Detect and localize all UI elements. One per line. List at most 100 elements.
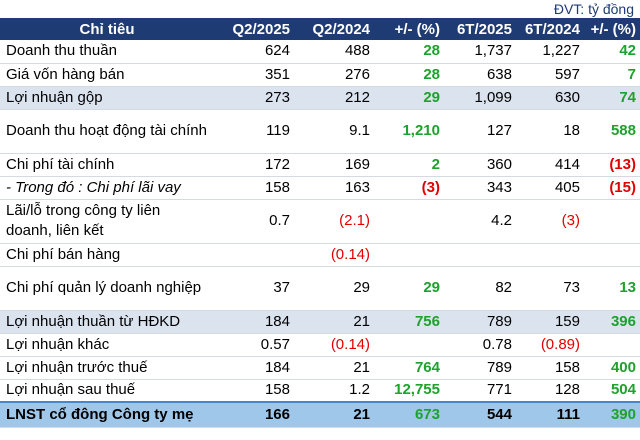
cell-h1-2025: 638 [444,63,516,87]
cell-h1-2025: 771 [444,379,516,403]
cell-h1-2024: 1,227 [516,40,584,64]
cell-h1-2024: 111 [516,401,584,428]
header-row: Chỉ tiêu Q2/2025 Q2/2024 +/- (%) 6T/2025… [0,18,640,40]
cell-h1-2024: 630 [516,86,584,110]
row-label: Chi phí tài chính [0,153,214,177]
row-label: Lợi nhuận thuần từ HĐKD [0,310,214,334]
cell-q2-2025: 351 [214,63,294,87]
cell-h1-2025: 544 [444,401,516,428]
cell-q2-2024: 21 [294,310,374,334]
cell-h-change [584,199,640,244]
unit-label: ĐVT: tỷ đồng [553,1,634,17]
cell-h1-2024: 597 [516,63,584,87]
cell-h1-2024: (0.89) [516,333,584,357]
cell-q-change: 756 [374,310,444,334]
col-header-q2-2025: Q2/2025 [232,20,290,38]
cell-q-change: 29 [374,86,444,110]
cell-h-change: 390 [584,401,640,428]
table-row: - Trong đó : Chi phí lãi vay 158 163 (3)… [0,176,640,200]
cell-h-change: 42 [584,40,640,64]
cell-q2-2025: 158 [214,176,294,200]
table-row: Lãi/lỗ trong công ty liên doanh, liên kế… [0,199,640,244]
cell-h1-2025: 4.2 [444,199,516,244]
cell-h1-2025: 1,099 [444,86,516,110]
cell-q-change: 28 [374,63,444,87]
cell-q2-2024: 276 [294,63,374,87]
cell-h1-2024: 405 [516,176,584,200]
cell-h1-2025: 82 [444,266,516,311]
row-label: Doanh thu thuần [0,40,214,64]
cell-h1-2024: (3) [516,199,584,244]
cell-h-change: 396 [584,310,640,334]
cell-q2-2024: 9.1 [294,109,374,154]
cell-q2-2025: 166 [214,401,294,428]
cell-h-change [584,333,640,357]
table-row: Doanh thu hoạt động tài chính 119 9.1 1,… [0,109,640,154]
col-header-h1-2025: 6T/2025 [456,20,512,38]
cell-h1-2025: 127 [444,109,516,154]
cell-q2-2025: 158 [214,379,294,403]
cell-q-change: 673 [374,401,444,428]
cell-h1-2024 [516,243,584,267]
cell-h1-2024: 159 [516,310,584,334]
cell-q2-2024: 169 [294,153,374,177]
cell-h1-2025: 789 [444,310,516,334]
cell-h1-2025: 360 [444,153,516,177]
cell-h-change: 13 [584,266,640,311]
row-label: Doanh thu hoạt động tài chính [0,109,214,154]
cell-h1-2024: 18 [516,109,584,154]
cell-q2-2024: 212 [294,86,374,110]
cell-q2-2025: 624 [214,40,294,64]
cell-q-change: 29 [374,266,444,311]
row-label: Lãi/lỗ trong công ty liên doanh, liên kế… [0,199,214,244]
col-header-h-change: +/- (%) [590,20,636,38]
cell-q2-2025 [214,243,294,267]
cell-q2-2024: 21 [294,401,374,428]
col-header-q2-2024: Q2/2024 [312,20,370,38]
cell-h1-2024: 128 [516,379,584,403]
cell-h-change [584,243,640,267]
col-header-q-change: +/- (%) [394,20,440,38]
cell-q2-2024: (0.14) [294,333,374,357]
cell-h1-2025 [444,243,516,267]
cell-h-change: 400 [584,356,640,380]
cell-h1-2024: 158 [516,356,584,380]
table-row: Giá vốn hàng bán 351 276 28 638 597 7 [0,63,640,87]
cell-h-change: 7 [584,63,640,87]
cell-q2-2024: 21 [294,356,374,380]
cell-q2-2024: 488 [294,40,374,64]
cell-q2-2025: 0.7 [214,199,294,244]
cell-h1-2024: 414 [516,153,584,177]
row-label: Chi phí quản lý doanh nghiệp [0,266,214,311]
cell-h1-2025: 789 [444,356,516,380]
total-row: LNST cổ đông Công ty mẹ 166 21 673 544 1… [0,401,640,428]
table-row: Lợi nhuận gộp 273 212 29 1,099 630 74 [0,86,640,110]
cell-q-change [374,333,444,357]
table-row: Chi phí tài chính 172 169 2 360 414 (13) [0,153,640,177]
cell-h-change: (13) [584,153,640,177]
cell-h-change: (15) [584,176,640,200]
cell-q2-2024: (0.14) [294,243,374,267]
row-label: Lợi nhuận khác [0,333,214,357]
col-header-indicator: Chỉ tiêu [79,20,135,38]
cell-q2-2025: 172 [214,153,294,177]
cell-q2-2025: 0.57 [214,333,294,357]
cell-h-change: 74 [584,86,640,110]
table-row: Chi phí quản lý doanh nghiệp 37 29 29 82… [0,266,640,311]
cell-q-change: 12,755 [374,379,444,403]
row-label: Lợi nhuận sau thuế [0,379,214,403]
row-label: Lợi nhuận gộp [0,86,214,110]
table-row: Doanh thu thuần 624 488 28 1,737 1,227 4… [0,40,640,64]
table-row: Chi phí bán hàng (0.14) [0,243,640,267]
cell-q2-2024: 163 [294,176,374,200]
row-label: Chi phí bán hàng [0,243,214,267]
cell-h-change: 504 [584,379,640,403]
col-header-h1-2024: 6T/2024 [524,20,580,38]
cell-q-change [374,199,444,244]
cell-q-change: 764 [374,356,444,380]
cell-h1-2025: 0.78 [444,333,516,357]
cell-h1-2025: 1,737 [444,40,516,64]
table-row: Lợi nhuận khác 0.57 (0.14) 0.78 (0.89) [0,333,640,357]
table-row: Lợi nhuận thuần từ HĐKD 184 21 756 789 1… [0,310,640,334]
cell-q-change: 2 [374,153,444,177]
